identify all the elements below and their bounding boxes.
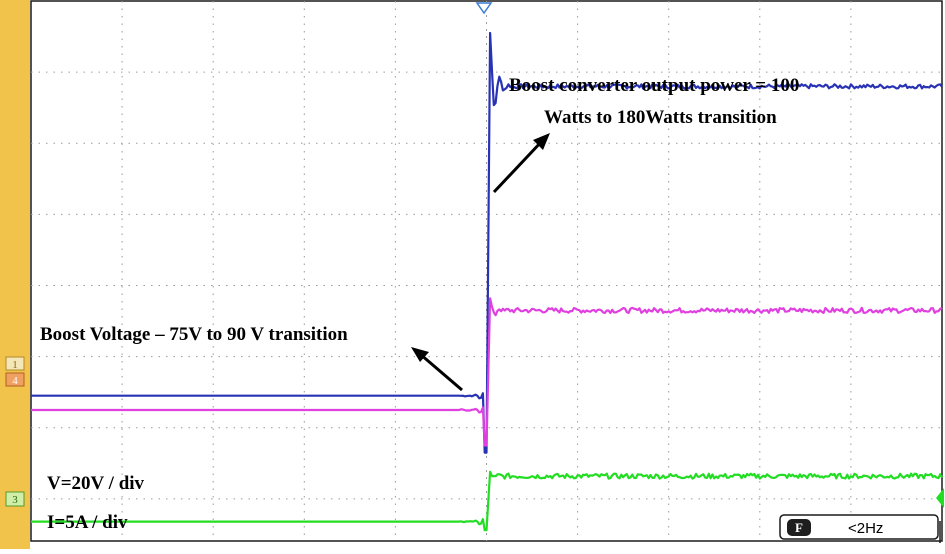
waveform-traces <box>31 31 943 532</box>
channel-side-panel <box>0 0 30 549</box>
frequency-readout-box[interactable]: F <2Hz <box>779 514 939 540</box>
voltage-scale-label: V=20V / div <box>47 473 145 494</box>
trace-channel-3 <box>31 470 943 532</box>
screen-frame <box>30 0 943 542</box>
trigger-position-marker[interactable] <box>475 2 493 15</box>
trace-channel-4 <box>31 297 943 447</box>
channel-1-label: 1 <box>12 359 18 371</box>
channel-4-label: 4 <box>12 375 18 387</box>
current-scale-label: I=5A / div <box>47 512 128 533</box>
channel-1-marker[interactable]: 1 <box>5 356 25 371</box>
channel-4-marker[interactable]: 4 <box>5 372 25 387</box>
channel-3-label: 3 <box>12 494 18 506</box>
filter-badge-label: F <box>795 520 803 535</box>
power-annotation-line2: Watts to 180Watts transition <box>544 107 777 128</box>
voltage-annotation: Boost Voltage – 75V to 90 V transition <box>40 324 348 345</box>
power-annotation-arrow <box>492 133 550 194</box>
filter-badge <box>787 519 811 536</box>
channel-3-right-marker <box>936 488 944 508</box>
voltage-annotation-arrow <box>411 347 463 392</box>
power-annotation-line1: Boost converter output power = 100 <box>509 75 799 96</box>
frequency-readout: <2Hz <box>848 520 883 537</box>
trace-channel-1 <box>31 31 943 454</box>
channel-3-marker[interactable]: 3 <box>5 491 25 507</box>
